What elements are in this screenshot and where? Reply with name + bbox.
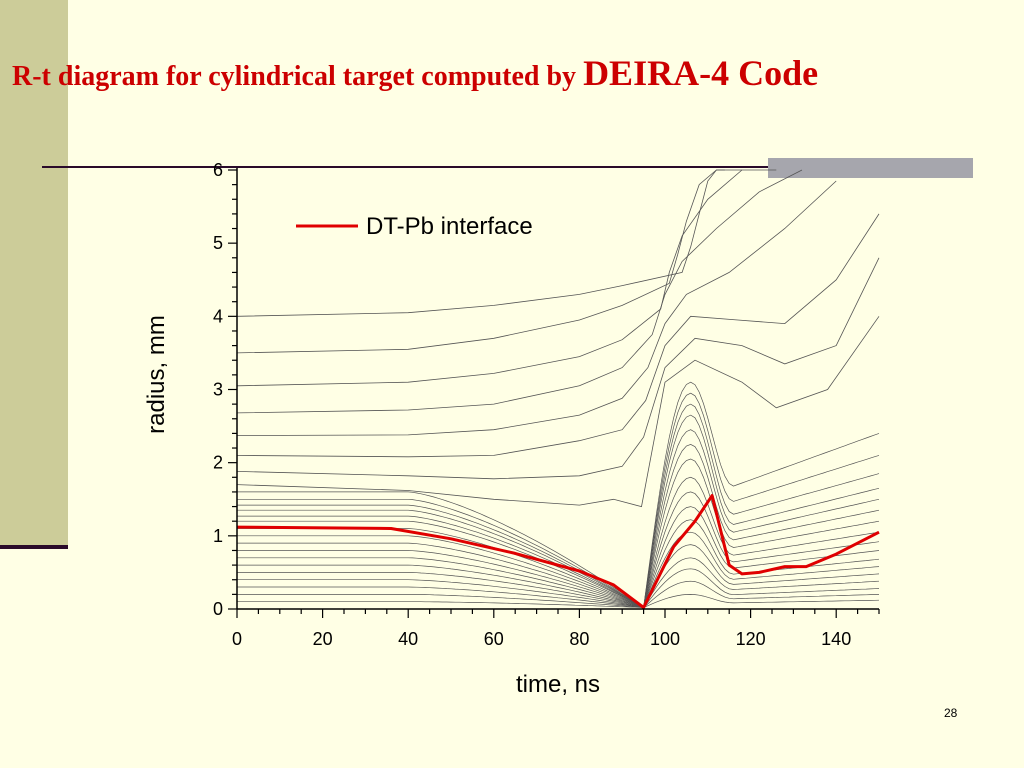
y-tick-label: 2 (213, 453, 223, 473)
side-band (0, 0, 68, 545)
trajectory-line-inner (237, 544, 880, 608)
trajectory-line-outer (236, 316, 880, 508)
x-tick-label: 60 (484, 629, 504, 649)
side-rule (0, 545, 68, 549)
trajectory-line-inner (237, 444, 880, 609)
chart-axes: 0 20 40 60 80 100 120 140 0 1 2 3 4 5 6 (213, 160, 880, 649)
trajectory-line-inner (237, 458, 880, 609)
title-rule-accent (768, 158, 973, 178)
chart-legend: DT-Pb interface (296, 213, 533, 240)
slide-title-main: R-t diagram for cylindrical target compu… (12, 61, 584, 92)
trajectory-line-inner (237, 392, 880, 609)
trajectory-line-inner (237, 476, 880, 608)
trajectory-line-outer (236, 169, 742, 354)
trajectory-line-inner (237, 506, 880, 608)
x-tick-label: 120 (736, 629, 766, 649)
trajectory-line-outer (236, 180, 837, 437)
trajectory-line-inner (237, 557, 880, 608)
trajectory-line-inner (237, 414, 880, 609)
trajectory-line-inner (237, 594, 880, 608)
x-tick-label: 40 (398, 629, 418, 649)
series-line-dt-pb-interface (236, 494, 880, 609)
x-tick-label: 140 (821, 629, 851, 649)
trajectory-line-inner (237, 568, 880, 608)
x-tick-label: 80 (569, 629, 589, 649)
trajectory-line-inner (237, 580, 880, 608)
interface-series (236, 494, 880, 609)
trajectory-line-outer (236, 169, 725, 317)
y-axis-label: radius, mm (143, 315, 170, 434)
y-tick-label: 1 (213, 526, 223, 546)
trajectory-line-inner (237, 403, 880, 609)
y-tick-label: 4 (213, 306, 223, 326)
y-tick-label: 5 (213, 233, 223, 253)
y-tick-label: 6 (213, 160, 223, 180)
page-number: 28 (944, 706, 958, 720)
trajectory-line-inner (237, 491, 880, 608)
x-tick-label: 0 (232, 629, 242, 649)
slide-title-code-name: DEIRA-4 Code (583, 53, 819, 93)
title-rule (42, 166, 972, 168)
slide-title: R-t diagram for cylindrical target compu… (12, 52, 818, 94)
x-axis-label: time, ns (516, 671, 600, 698)
y-tick-label: 0 (213, 599, 223, 619)
trajectory-line-outer (236, 257, 880, 480)
x-tick-label: 100 (650, 629, 680, 649)
trajectory-line-inner (237, 381, 880, 609)
x-tick-label: 20 (313, 629, 333, 649)
trajectory-line-outer (236, 169, 803, 414)
trajectory-line-outer (236, 213, 880, 458)
trajectory-line-outer (236, 169, 777, 387)
trajectory-line-inner (237, 531, 880, 608)
y-tick-label: 3 (213, 380, 223, 400)
legend-label-interface: DT-Pb interface (366, 213, 533, 240)
trajectory-lines (236, 169, 880, 609)
